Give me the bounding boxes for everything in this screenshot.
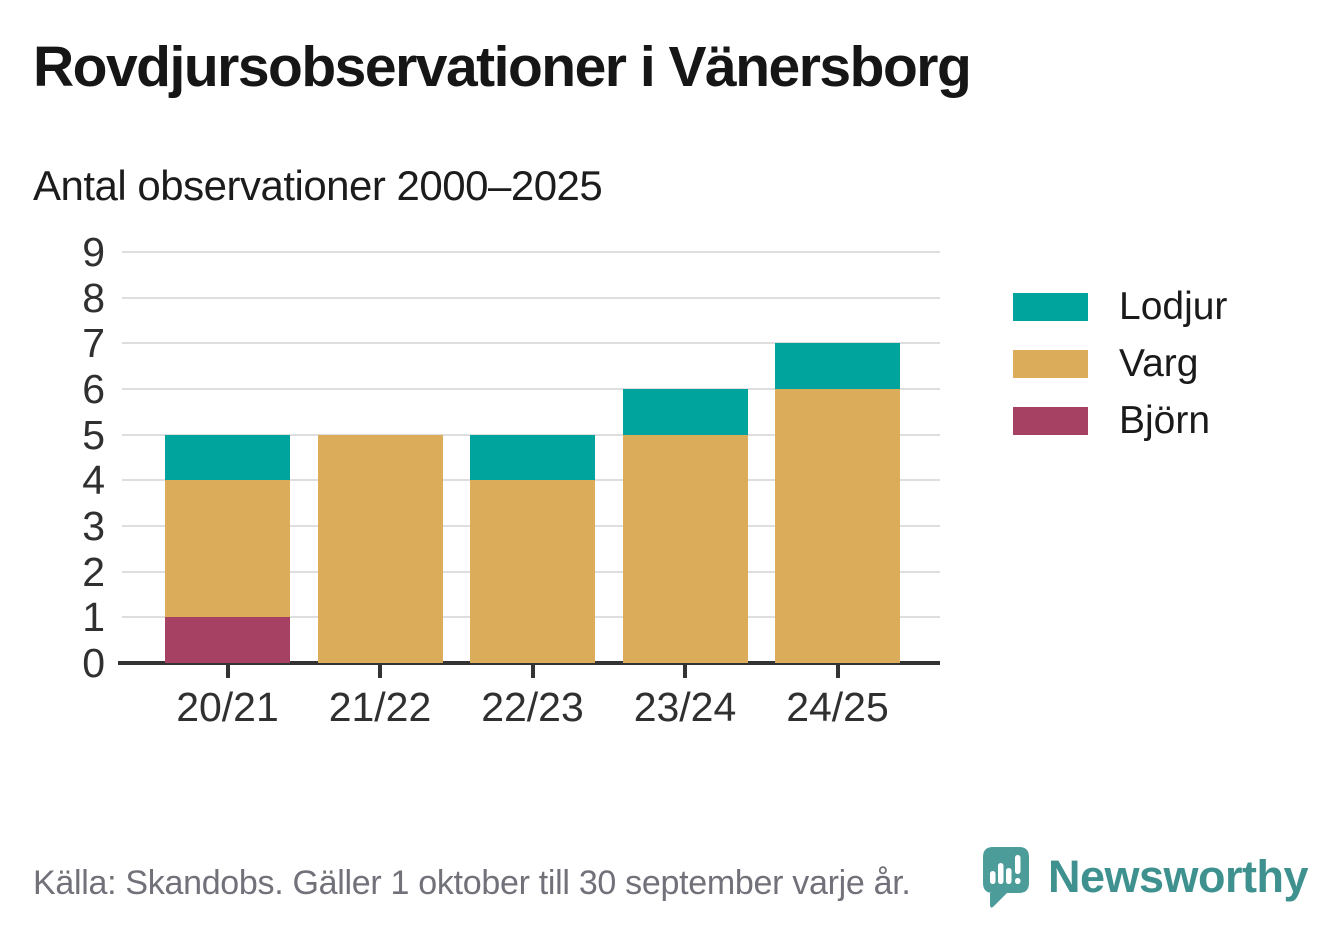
- x-axis-tick-label: 20/21: [176, 684, 279, 730]
- gridline: [122, 433, 940, 436]
- bar-segment-varg-22-23: [470, 480, 595, 663]
- x-axis-tick-mark: [530, 665, 535, 678]
- legend: Lodjur Varg Björn: [1013, 285, 1227, 442]
- legend-swatch: [1013, 293, 1088, 321]
- chart-subtitle: Antal observationer 2000–2025: [33, 162, 603, 209]
- x-axis-tick-mark: [683, 665, 687, 678]
- bar-segment-varg-21-22: [317, 434, 443, 663]
- x-axis-tick-label: 24/25: [786, 684, 889, 730]
- source-note: Källa: Skandobs. Gäller 1 oktober till 3…: [33, 864, 911, 902]
- x-axis-tick-label: 23/24: [633, 684, 737, 730]
- y-axis-tick-label: 7: [82, 320, 105, 367]
- legend-item-lodjur: Lodjur: [1013, 285, 1227, 328]
- legend-swatch: [1013, 350, 1088, 378]
- y-axis-tick-label: 3: [82, 503, 105, 549]
- y-axis-tick-label: 4: [82, 457, 105, 504]
- y-axis-tick-label: 6: [82, 366, 105, 412]
- x-axis-tick-mark: [225, 665, 230, 678]
- plot-area: 20/21 21/22 22/23 23/24 24/25: [118, 251, 940, 730]
- bar-segment-lodjur-23-24: [622, 389, 748, 435]
- legend-label: Lodjur: [1119, 285, 1228, 328]
- bar-segment-lodjur-24-25: [775, 343, 900, 389]
- x-axis-tick-mark: [378, 665, 382, 678]
- y-axis-tick-label: 1: [82, 594, 105, 641]
- legend-label: Björn: [1119, 399, 1211, 442]
- brand-logo: Newsworthy: [982, 846, 1309, 912]
- chart-title: Rovdjursobservationer i Vänersborg: [33, 35, 972, 99]
- newsworthy-icon: [983, 847, 1029, 908]
- bar-segment-lodjur-20-21: [165, 434, 290, 481]
- y-axis-tick-label: 0: [82, 640, 105, 686]
- x-axis-tick-mark: [835, 665, 840, 678]
- gridline: [122, 388, 940, 390]
- legend-swatch: [1013, 407, 1088, 435]
- bar-segment-varg-24-25: [775, 389, 900, 663]
- y-axis-tick-label: 8: [82, 274, 105, 321]
- legend-label: Varg: [1119, 342, 1199, 385]
- bar-segment-björn-20-21: [165, 617, 290, 663]
- brand-name: Newsworthy: [1048, 851, 1309, 902]
- gridline: [122, 251, 940, 253]
- bar-segment-varg-23-24: [622, 434, 748, 663]
- gridline: [122, 296, 940, 299]
- bar-segment-lodjur-22-23: [470, 434, 595, 481]
- y-axis-tick-label: 5: [82, 411, 105, 458]
- legend-item-varg: Varg: [1013, 342, 1227, 385]
- gridline: [122, 342, 940, 345]
- x-axis-line: [118, 661, 940, 665]
- x-axis-tick-label: 22/23: [481, 684, 584, 730]
- y-axis-tick-label: 2: [82, 548, 105, 595]
- legend-item-björn: Björn: [1013, 399, 1227, 442]
- bar-segment-varg-20-21: [165, 480, 290, 618]
- x-axis-tick-label: 21/22: [328, 684, 432, 730]
- y-axis-tick-label: 9: [82, 229, 105, 275]
